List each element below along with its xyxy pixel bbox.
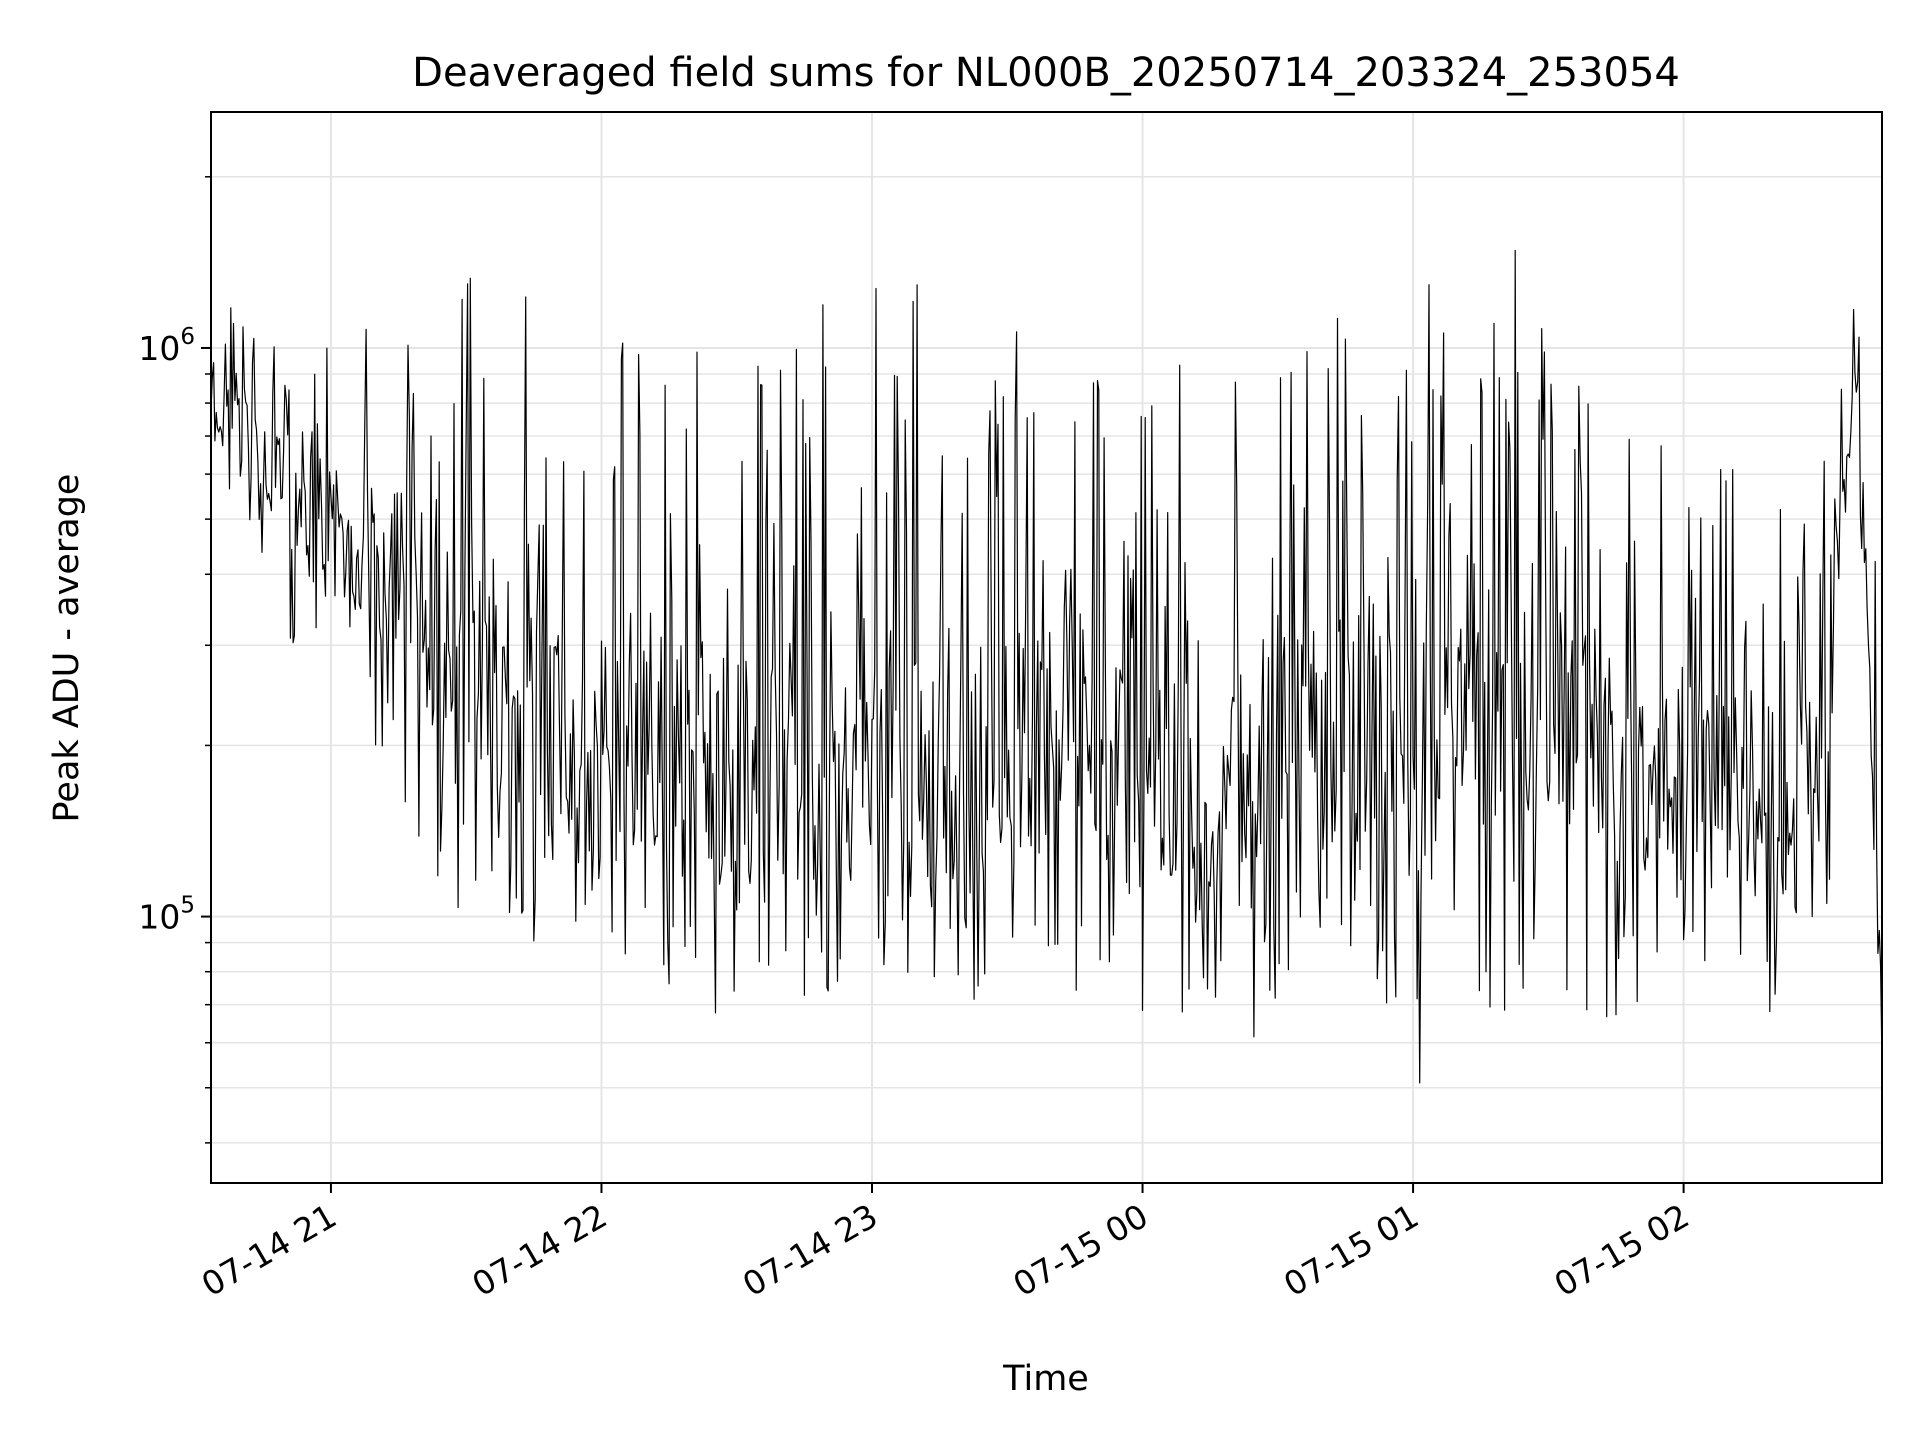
x-tick-label: 07-15 00: [1007, 1196, 1155, 1304]
x-tick-label: 07-14 22: [465, 1196, 613, 1304]
y-axis-label: Peak ADU - average: [47, 474, 87, 823]
x-axis-label: Time: [1002, 1359, 1089, 1399]
series-line: [210, 249, 1883, 1084]
x-tick-label: 07-15 02: [1548, 1196, 1696, 1304]
grid-lines: [211, 112, 1882, 1183]
x-tick-label: 07-15 01: [1277, 1196, 1425, 1304]
y-tick-label: 106: [138, 324, 195, 368]
chart-title: Deaveraged field sums for NL000B_2025071…: [412, 50, 1680, 96]
y-tick-label: 105: [138, 893, 195, 937]
x-axis: 07-14 21 07-14 22 07-14 23 07-15 00 07-15 01…: [195, 1183, 1696, 1304]
data-layer: [210, 249, 1883, 1084]
x-tick-label: 07-14 21: [195, 1196, 343, 1304]
plot-frame: [210, 111, 1883, 1184]
x-tick-label: 07-14 23: [736, 1196, 884, 1304]
y-axis: 105 106: [138, 176, 211, 1144]
